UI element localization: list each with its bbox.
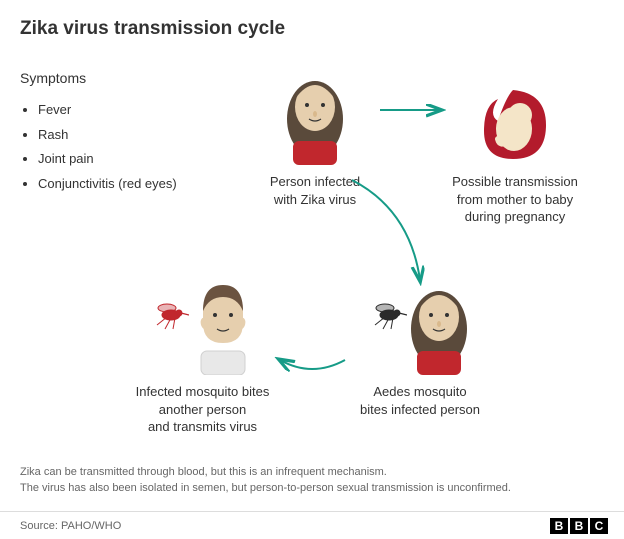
bbc-letter: B [570, 518, 588, 534]
footnote-line: Zika can be transmitted through blood, b… [20, 465, 511, 481]
arrow-mosquito-to-person [0, 0, 624, 539]
bbc-letter: B [550, 518, 568, 534]
bbc-letter: C [590, 518, 608, 534]
source-row: Source: PAHO/WHO B B C [0, 511, 624, 539]
footnote-line: The virus has also been isolated in seme… [20, 481, 511, 497]
footnote: Zika can be transmitted through blood, b… [20, 465, 511, 497]
bbc-logo: B B C [550, 518, 608, 534]
source-text: Source: PAHO/WHO [20, 520, 121, 532]
